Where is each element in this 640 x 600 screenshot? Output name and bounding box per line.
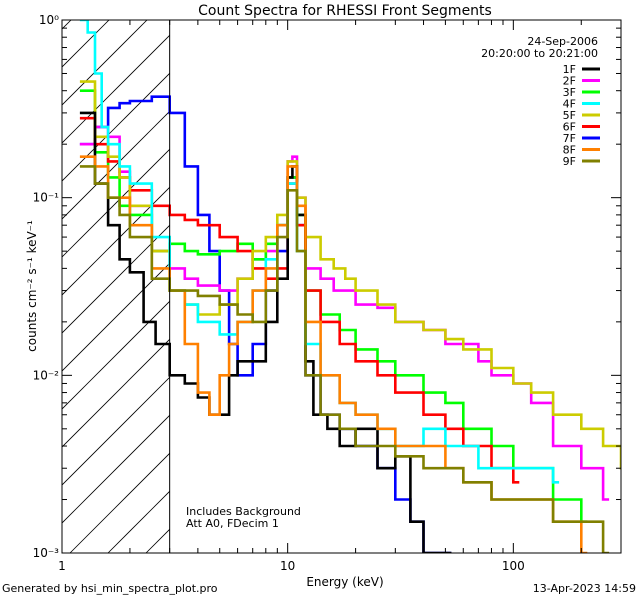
chart-title: Count Spectra for RHESSI Front Segments	[198, 3, 492, 19]
y-tick-label: 10⁰	[39, 13, 59, 27]
time-range-label: 20:20:00 to 20:21:00	[481, 47, 598, 60]
hatched-region	[0, 0, 640, 553]
series-line-8F	[79, 155, 588, 553]
legend-label-9F: 9F	[563, 155, 576, 168]
legend-label-1F: 1F	[563, 63, 576, 76]
series-layer	[79, 20, 621, 553]
hatch-line	[62, 34, 170, 144]
hatch-line	[62, 186, 170, 296]
hatch-line	[62, 376, 170, 486]
annotation-background: Includes Background	[186, 505, 301, 518]
annotation-attenuator: Att A0, FDecim 1	[186, 517, 279, 530]
legend-label-5F: 5F	[563, 109, 576, 122]
legend-label-6F: 6F	[563, 121, 576, 134]
hatch-line	[222, 0, 640, 553]
hatch-line	[62, 300, 170, 410]
hatch-line	[107, 490, 170, 553]
y-tick-label: 10⁻²	[33, 368, 60, 382]
y-tick-label: 10⁻³	[33, 546, 60, 560]
hatch-line	[62, 414, 170, 524]
hatch-line	[62, 224, 170, 334]
hatch-line	[62, 262, 170, 372]
series-line-9F	[79, 165, 610, 553]
hatch-line	[62, 20, 110, 68]
axes: 1 10 100 10⁻³ 10⁻² 10⁻¹ 10⁰	[33, 13, 622, 573]
date-label: 24-Sep-2006	[527, 35, 598, 48]
legend-label-2F: 2F	[563, 75, 576, 88]
series-line-6F	[79, 116, 520, 484]
hatch-line	[62, 20, 72, 30]
y-axis-label: counts cm⁻² s⁻¹ keV⁻¹	[25, 220, 39, 352]
hatch-line	[62, 20, 148, 106]
x-axis-label: Energy (keV)	[306, 575, 383, 589]
plot-frame	[61, 19, 622, 554]
hatch-line	[0, 0, 22, 553]
legend-label-4F: 4F	[563, 98, 576, 111]
series-line-5F	[79, 80, 621, 470]
hatch-line	[62, 72, 170, 182]
x-tick-label: 1	[58, 559, 66, 573]
footer-timestamp: 13-Apr-2023 14:59	[532, 582, 636, 595]
series-line-2F	[79, 125, 610, 501]
legend-label-3F: 3F	[563, 86, 576, 99]
series-line-3F	[79, 89, 588, 523]
y-tick-label: 10⁻¹	[33, 191, 60, 205]
hatch-line	[69, 452, 170, 553]
legend-label-8F: 8F	[563, 144, 576, 157]
legend-label-7F: 7F	[563, 132, 576, 145]
footer-generated-by: Generated by hsi_min_spectra_plot.pro	[2, 582, 218, 595]
hatch-line	[260, 0, 640, 553]
x-tick-label: 10	[280, 559, 295, 573]
x-tick-label: 100	[502, 559, 525, 573]
